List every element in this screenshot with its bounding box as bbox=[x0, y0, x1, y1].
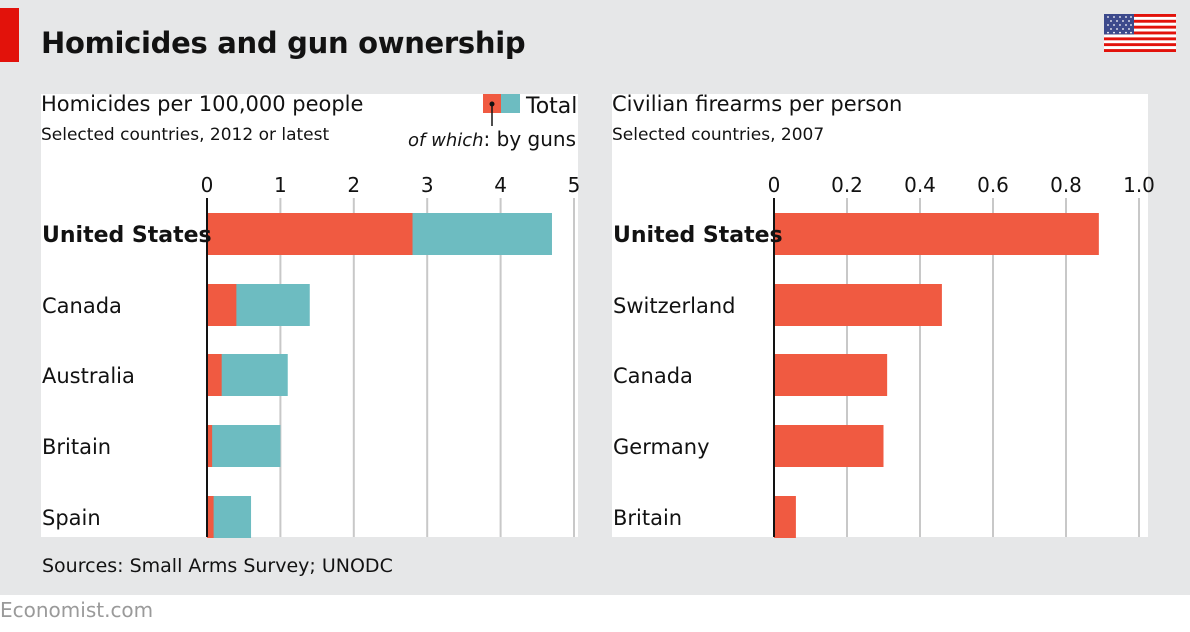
tick-label: 1 bbox=[274, 173, 287, 197]
tick-label: 4 bbox=[494, 173, 507, 197]
bar-by-guns bbox=[207, 425, 213, 467]
legend-swatch-total bbox=[501, 94, 520, 113]
red-accent-tag bbox=[0, 8, 19, 62]
legend-total-label: Total bbox=[525, 94, 577, 119]
bar-total bbox=[207, 425, 281, 467]
page-title: Homicides and gun ownership bbox=[41, 26, 526, 60]
category-label: Switzerland bbox=[613, 294, 736, 318]
bar-by-guns bbox=[207, 284, 237, 326]
chart-subtitle: Selected countries, 2012 or latest bbox=[41, 125, 329, 145]
tick-label: 5 bbox=[568, 173, 581, 197]
bar-by-guns bbox=[207, 354, 222, 396]
category-label: Canada bbox=[42, 294, 122, 318]
brand-footer: Economist.com bbox=[0, 598, 154, 622]
category-label: United States bbox=[42, 223, 212, 248]
tick-label: 0.8 bbox=[1050, 173, 1082, 197]
chart-title: Homicides per 100,000 people bbox=[41, 92, 363, 116]
bar-by-guns bbox=[207, 496, 214, 538]
category-label: Britain bbox=[613, 506, 682, 530]
us-flag-icon bbox=[1104, 14, 1176, 52]
legend-by-guns: : by guns bbox=[484, 127, 576, 151]
legend-guns-label: of which: by guns bbox=[408, 127, 576, 151]
category-label: Germany bbox=[613, 435, 710, 459]
chart-subtitle: Selected countries, 2007 bbox=[612, 125, 824, 145]
category-label: Canada bbox=[613, 364, 693, 388]
bar-firearms bbox=[774, 284, 942, 326]
bar-firearms bbox=[774, 354, 888, 396]
tick-label: 0 bbox=[768, 173, 781, 197]
category-label: United States bbox=[613, 223, 783, 248]
bar-firearms bbox=[774, 213, 1099, 255]
tick-label: 0 bbox=[201, 173, 214, 197]
tick-label: 1.0 bbox=[1123, 173, 1155, 197]
category-label: Spain bbox=[42, 506, 101, 530]
tick-label: 0.4 bbox=[904, 173, 936, 197]
bar-firearms bbox=[774, 425, 884, 467]
tick-label: 3 bbox=[421, 173, 434, 197]
tick-label: 2 bbox=[347, 173, 360, 197]
source-note: Sources: Small Arms Survey; UNODC bbox=[42, 555, 393, 577]
tick-label: 0.6 bbox=[977, 173, 1009, 197]
chart-title: Civilian firearms per person bbox=[612, 92, 902, 116]
category-label: Australia bbox=[42, 364, 135, 388]
bar-by-guns bbox=[207, 213, 413, 255]
homicides-chart: Homicides per 100,000 people Selected cou… bbox=[41, 92, 581, 538]
bar-firearms bbox=[774, 496, 796, 538]
firearms-chart: Civilian firearms per person Selected cou… bbox=[612, 92, 1155, 538]
legend-leader-dot bbox=[489, 101, 495, 107]
bar-total bbox=[207, 496, 252, 538]
legend-of-which: of which bbox=[408, 130, 484, 151]
category-label: Britain bbox=[42, 435, 111, 459]
tick-label: 0.2 bbox=[831, 173, 863, 197]
